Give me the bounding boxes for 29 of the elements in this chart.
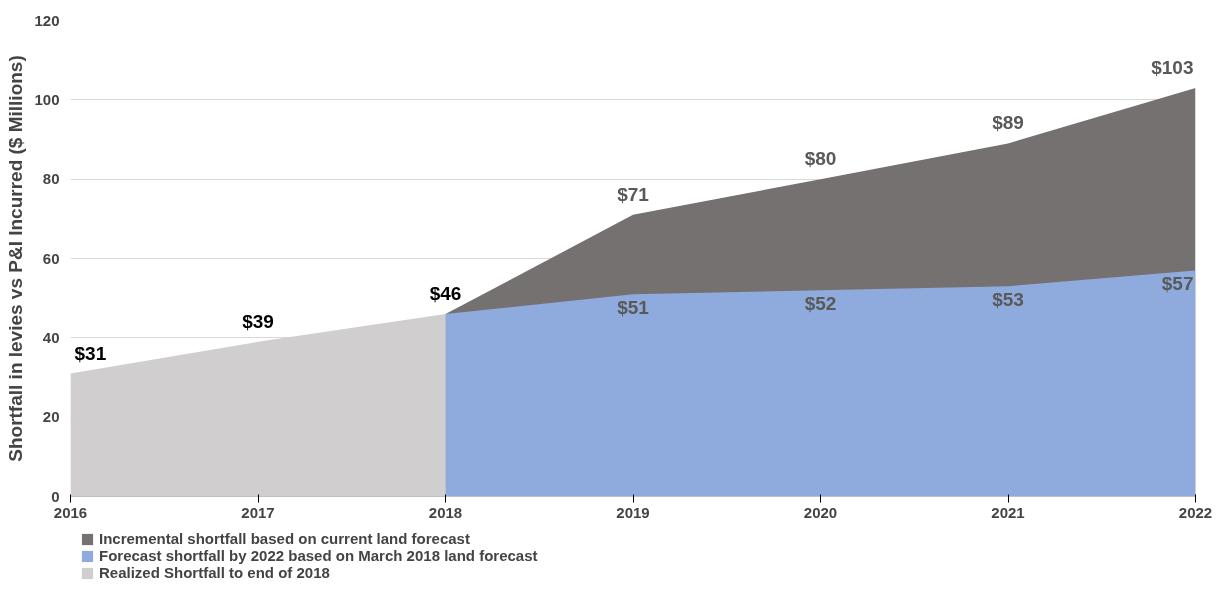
legend-label: Forecast shortfall by 2022 based on March 2018 land forecast [99,547,538,564]
x-tick-label: 2018 [428,503,463,521]
y-tick-label: 120 [34,11,60,29]
y-tick-label: 60 [42,249,60,267]
x-tick-label: 2021 [991,503,1025,521]
x-tick-label: 2020 [803,503,838,521]
data-label: $39 [242,310,274,332]
y-tick-label: 0 [51,487,60,505]
x-tick-label: 2019 [616,503,650,521]
data-label: $103 [1151,56,1194,78]
y-tick-label: 100 [34,90,60,108]
data-label: $52 [804,293,837,315]
y-tick-label: 20 [42,408,60,426]
y-axis-title: Shortfall in levies vs P&I Incurred ($ Millions) [5,55,27,462]
data-label: $80 [804,148,837,170]
legend-label: Incremental shortfall based on current land forecast [99,530,470,547]
data-label: $89 [992,112,1024,134]
data-label: $53 [992,289,1024,311]
x-tick-label: 2022 [1178,503,1213,521]
y-tick-label: 40 [42,328,60,346]
x-tick-label: 2016 [53,503,88,521]
data-label: $46 [429,283,462,305]
y-tick-label: 80 [42,170,60,188]
data-label: $57 [1161,273,1194,295]
data-label: $31 [74,342,107,364]
legend-label: Realized Shortfall to end of 2018 [99,564,330,581]
data-label: $51 [617,297,650,319]
x-tick-label: 2017 [241,503,275,521]
data-label: $71 [617,183,650,205]
